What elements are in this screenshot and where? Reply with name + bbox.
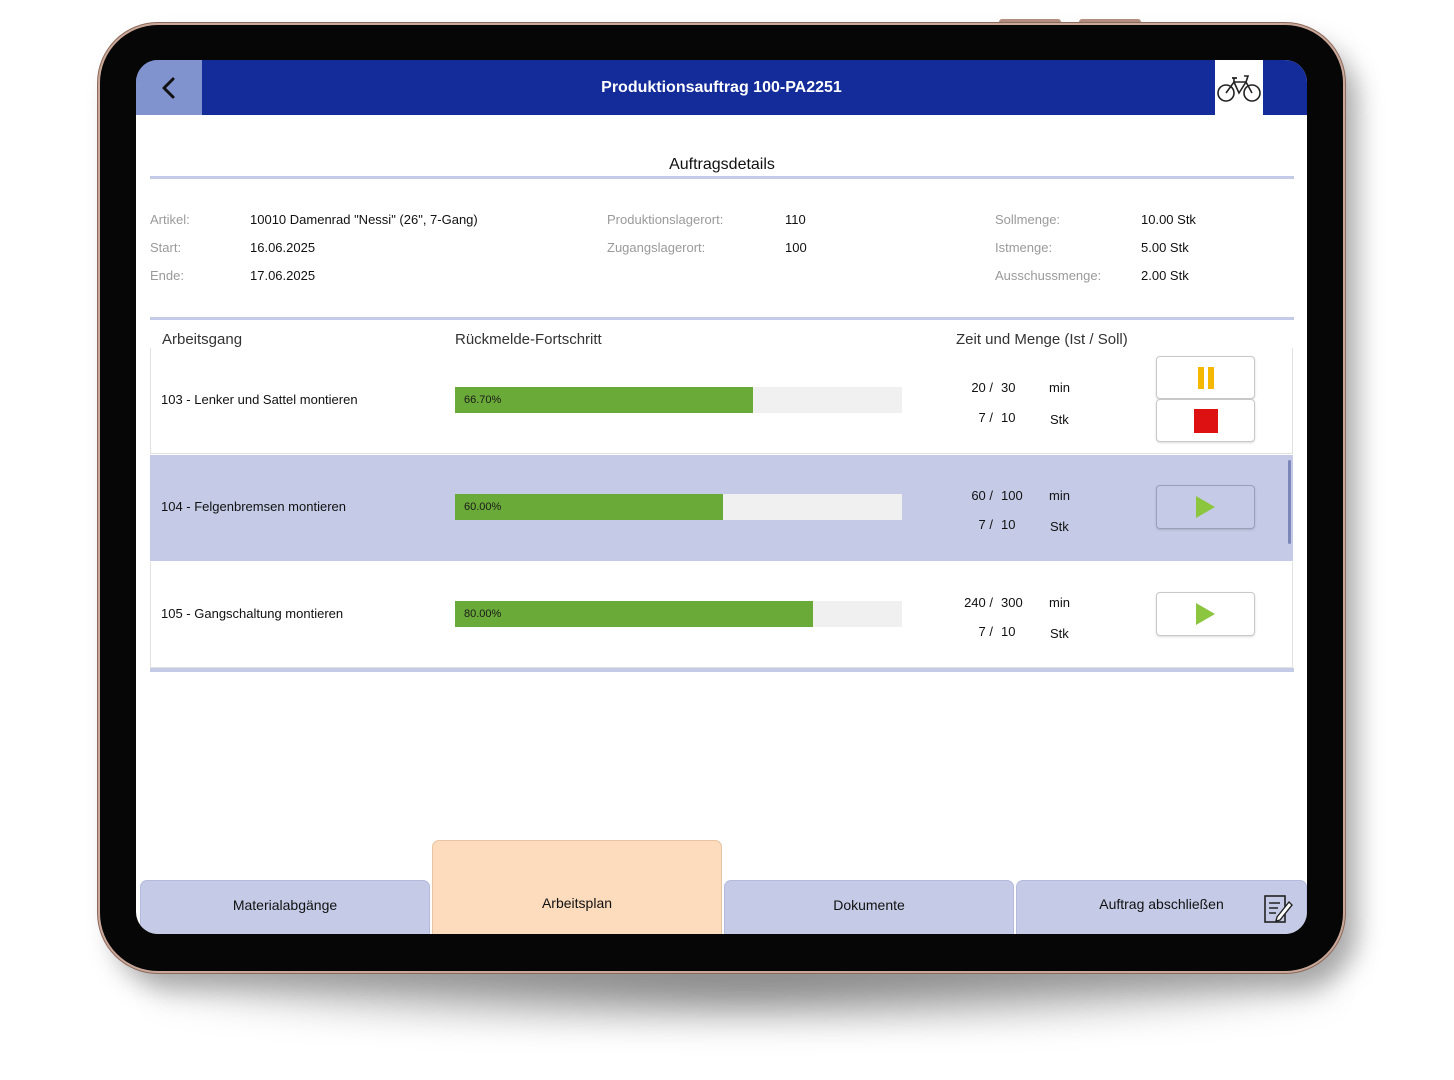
time-unit: min (1049, 488, 1070, 503)
tab-label: Dokumente (833, 897, 905, 913)
time-soll: 300 (1001, 595, 1023, 610)
time-soll: 30 (1001, 380, 1016, 395)
ende-value: 17.06.2025 (250, 268, 316, 283)
column-header-fortschritt: Rückmelde-Fortschritt (455, 331, 602, 348)
qty-soll: 10 (1001, 410, 1016, 425)
ausschussmenge-value: 2.00 Stk (1141, 268, 1189, 283)
zugangslagerort-label: Zugangslagerort: (607, 240, 706, 255)
tab-materialabgaenge[interactable]: Materialabgänge (140, 880, 430, 934)
progress-fill (455, 494, 724, 520)
play-icon (1196, 496, 1215, 518)
tab-arbeitsplan[interactable]: Arbeitsplan (432, 840, 722, 934)
start-button[interactable] (1156, 485, 1255, 529)
tab-label: Arbeitsplan (541, 895, 613, 911)
company-logo (1215, 60, 1263, 115)
time-unit: min (1049, 380, 1070, 395)
tab-auftrag-abschliessen[interactable]: Auftrag abschließen (1016, 880, 1307, 934)
ende-label: Ende: (150, 268, 184, 283)
volume-button (999, 19, 1061, 25)
device-shadow (150, 960, 1340, 1030)
progress-label: 80.00% (464, 608, 502, 620)
table-row[interactable]: 103 - Lenker und Sattel montieren 66.70%… (150, 348, 1293, 454)
time-soll: 100 (1001, 488, 1023, 503)
qty-unit: Stk (1050, 519, 1069, 534)
operation-label: 103 - Lenker und Sattel montieren (161, 392, 358, 407)
istmenge-value: 5.00 Stk (1141, 240, 1189, 255)
progress-bar: 80.00% (455, 601, 902, 627)
istmenge-label: Istmenge: (995, 240, 1053, 255)
app-header: Produktionsauftrag 100-PA2251 (136, 60, 1307, 115)
artikel-value: 10010 Damenrad "Nessi" (26", 7-Gang) (250, 212, 478, 227)
table-scrollbar[interactable] (1288, 460, 1291, 544)
start-label: Start: (150, 240, 182, 255)
progress-label: 66.70% (464, 394, 502, 406)
tab-label: Auftrag abschließen (1099, 896, 1224, 912)
qty-soll: 10 (1001, 517, 1016, 532)
progress-label: 60.00% (464, 501, 502, 513)
time-ist: 240 / (964, 595, 993, 610)
progress-bar: 66.70% (455, 387, 902, 413)
qty-unit: Stk (1050, 412, 1069, 427)
tab-label: Materialabgänge (232, 897, 338, 913)
start-value: 16.06.2025 (250, 240, 316, 255)
qty-soll: 10 (1001, 624, 1016, 639)
back-button[interactable] (136, 60, 202, 115)
produktionslagerort-label: Produktionslagerort: (607, 212, 724, 227)
edit-document-icon (1264, 895, 1293, 923)
details-title: Auftragsdetails (669, 156, 775, 173)
operation-label: 105 - Gangschaltung montieren (161, 606, 344, 621)
table-divider (150, 317, 1294, 320)
time-ist: 20 / (971, 380, 993, 395)
table-row[interactable]: 104 - Felgenbremsen montieren 60.00% 60 … (150, 455, 1293, 561)
zugangslagerort-value: 100 (785, 240, 807, 255)
sollmenge-value: 10.00 Stk (1141, 212, 1196, 227)
artikel-label: Artikel: (150, 212, 190, 227)
pause-icon (1197, 366, 1214, 389)
tablet-frame: Produktionsauftrag 100-PA2251 Auf (100, 25, 1343, 971)
chevron-left-icon (162, 77, 175, 98)
column-header-arbeitsgang: Arbeitsgang (162, 331, 243, 348)
tab-dokumente[interactable]: Dokumente (724, 880, 1014, 934)
bicycle-icon (1217, 74, 1261, 102)
progress-fill (455, 387, 754, 413)
app-screen: Produktionsauftrag 100-PA2251 Auf (136, 60, 1307, 934)
pause-button[interactable] (1156, 356, 1255, 399)
stop-icon (1193, 408, 1218, 433)
details-divider (150, 176, 1294, 179)
table-row[interactable]: 105 - Gangschaltung montieren 80.00% 240… (150, 562, 1293, 668)
table-bottom-rule (150, 668, 1294, 672)
page-title: Produktionsauftrag 100-PA2251 (601, 79, 842, 96)
operation-label: 104 - Felgenbremsen montieren (161, 499, 346, 514)
ausschussmenge-label: Ausschussmenge: (995, 268, 1102, 283)
sollmenge-label: Sollmenge: (995, 212, 1061, 227)
time-ist: 60 / (971, 488, 993, 503)
progress-fill (455, 601, 813, 627)
start-button[interactable] (1156, 592, 1255, 636)
qty-ist: 7 / (978, 517, 993, 532)
stop-button[interactable] (1156, 399, 1255, 442)
produktionslagerort-value: 110 (785, 212, 806, 227)
qty-ist: 7 / (978, 624, 993, 639)
play-icon (1196, 603, 1215, 625)
progress-bar: 60.00% (455, 494, 902, 520)
column-header-zeit-menge: Zeit und Menge (Ist / Soll) (956, 331, 1128, 348)
qty-unit: Stk (1050, 626, 1069, 641)
qty-ist: 7 / (978, 410, 993, 425)
power-button (1079, 19, 1141, 25)
time-unit: min (1049, 595, 1070, 610)
